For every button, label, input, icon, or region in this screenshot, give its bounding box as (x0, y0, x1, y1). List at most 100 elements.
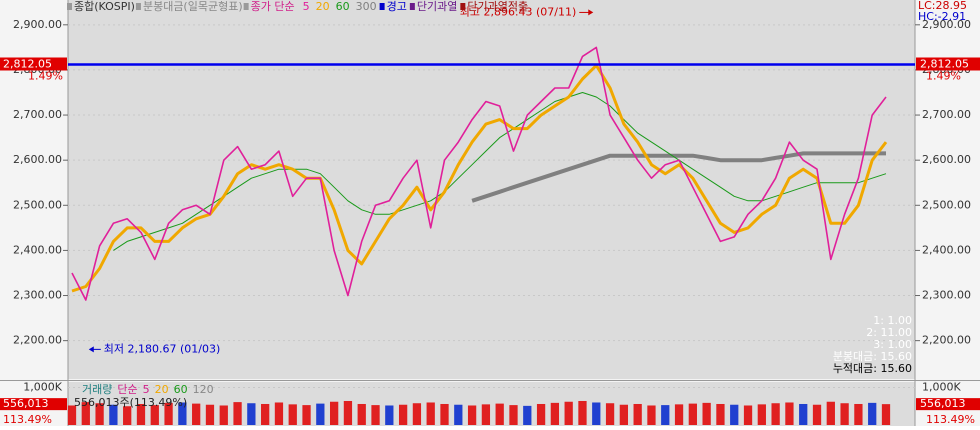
volume-bar (536, 403, 546, 425)
volume-bar (233, 402, 242, 425)
info-text: 3: 1.00 (873, 338, 912, 351)
volume-bar (578, 400, 587, 425)
annotation: 최저 2,180.67 (01/03) (104, 342, 221, 355)
volume-text: 556,013주(113.49%) (74, 396, 187, 409)
volume-bar (164, 402, 173, 425)
legend-text: 거래량 (82, 383, 112, 396)
volume-bar (288, 404, 297, 425)
legend-text: 120 (193, 383, 214, 396)
volume-bar (495, 403, 504, 425)
volume-bar (302, 405, 311, 425)
volume-bar (674, 404, 684, 425)
legend-text: 단기과열 (417, 0, 457, 13)
volume-bar (743, 405, 753, 425)
ma-line (113, 92, 887, 251)
volume-bar (592, 402, 601, 425)
y-tick-label-right: 2,700.00 (922, 108, 971, 121)
volume-bar (661, 405, 670, 425)
volume-bar (812, 404, 822, 425)
legend-text: 5 (143, 383, 150, 396)
volume-bar (454, 404, 463, 425)
legend-box (67, 3, 72, 10)
current-change: 113.49% (3, 413, 52, 426)
volume-bar (357, 403, 366, 425)
arrow-head (588, 9, 594, 16)
info-text: 2: 11.00 (866, 326, 912, 339)
volume-bar (178, 402, 187, 425)
info-text: 분봉대금: 15.60 (833, 350, 912, 363)
legend-text: 단순 (117, 383, 137, 396)
legend-box (243, 3, 249, 10)
y-tick-label: 2,400.00 (13, 243, 62, 256)
volume-bar (881, 404, 891, 425)
volume-bar (702, 402, 711, 425)
legend-text: 종합(KOSPI) (74, 0, 135, 13)
volume-bar (688, 403, 697, 425)
y-tick-label: 2,300.00 (13, 289, 62, 302)
current-badge (916, 57, 980, 71)
volume-bar (247, 403, 256, 425)
ma-line (471, 151, 886, 203)
legend-text: 300 (356, 0, 377, 13)
volume-bar (81, 402, 90, 425)
volume-bar (647, 405, 656, 425)
legend-text: 단기과열적출 (467, 0, 528, 13)
current-label: 556,013 (3, 397, 49, 410)
volume-bar (192, 403, 201, 425)
y-tick-label-right: 1,000K (922, 380, 961, 393)
volume-bar (509, 405, 518, 425)
volume-bar (412, 403, 422, 425)
volume-bar (67, 405, 77, 425)
y-tick-label-right: 2,600.00 (922, 153, 971, 166)
volume-bar (343, 400, 353, 425)
current-change: 1.49% (28, 69, 63, 82)
volume-bar (109, 404, 118, 425)
current-change: 1.49% (926, 69, 961, 82)
info-text: 1: 1.00 (873, 314, 912, 327)
volume-bar (274, 402, 284, 425)
legend-box (409, 3, 415, 10)
legend-box (460, 3, 466, 10)
legend-text: 60 (174, 383, 188, 396)
volume-bar (385, 405, 394, 425)
info-text: 누적대금: 15.60 (833, 362, 912, 375)
y-tick-label: 2,700.00 (13, 108, 62, 121)
legend-text: 분봉대금(일목균형표) (143, 0, 243, 13)
current-label: 2,812.05 (3, 57, 52, 70)
legend-text: 20 (155, 383, 169, 396)
volume-bar (329, 401, 339, 425)
legend-box (135, 3, 141, 10)
volume-bar (730, 404, 739, 425)
legend-box (379, 3, 385, 10)
legend-text: 종가 단순 (251, 0, 295, 13)
current-label: 556,013 (920, 397, 966, 410)
volume-bar (757, 404, 766, 425)
y-tick-label-right: 2,400.00 (922, 243, 971, 256)
y-tick-label: 2,900.00 (13, 18, 62, 31)
volume-bar (398, 404, 408, 425)
current-badge (916, 398, 980, 411)
volume-bar (840, 403, 849, 425)
volume-bar (826, 401, 835, 425)
volume-bar (799, 403, 808, 425)
y-tick-label-right: 2,200.00 (922, 334, 971, 347)
y-tick-label-right: 2,300.00 (922, 289, 971, 302)
y-tick-label: 2,500.00 (13, 198, 62, 211)
current-change: 113.49% (926, 413, 975, 426)
volume-bar (785, 402, 794, 425)
volume-bar (219, 405, 228, 425)
y-tick-label-right: 2,900.00 (922, 18, 971, 31)
y-tick-label: 2,600.00 (13, 153, 62, 166)
volume-bar (619, 404, 629, 425)
volume-bar (854, 403, 863, 425)
volume-bar (150, 405, 159, 425)
volume-bar (205, 404, 215, 425)
volume-bar (605, 403, 615, 425)
volume-bar (771, 403, 780, 425)
volume-bar (123, 406, 132, 425)
volume-bar (316, 403, 325, 425)
arrow-head (88, 346, 94, 353)
volume-bar (371, 405, 380, 425)
volume-bar (440, 403, 449, 425)
